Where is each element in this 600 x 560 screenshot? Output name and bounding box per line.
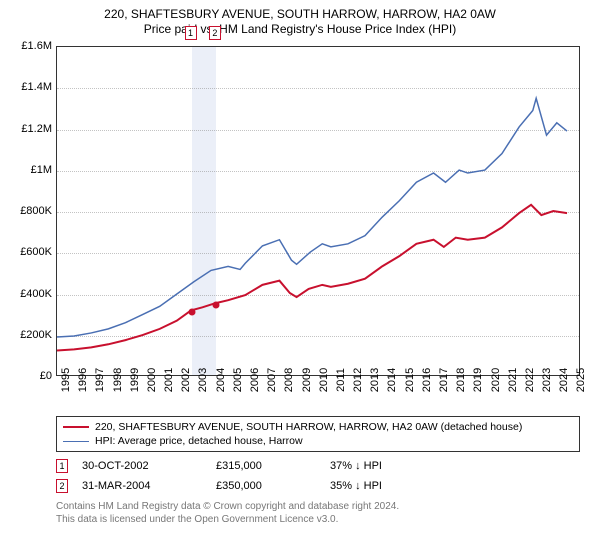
ytick-label: £200K: [10, 329, 52, 341]
legend-swatch: [63, 426, 89, 428]
footer-line1: Contains HM Land Registry data © Crown c…: [56, 500, 590, 513]
xtick-label: 1997: [94, 368, 106, 392]
legend-item: HPI: Average price, detached house, Harr…: [63, 434, 573, 448]
transaction-marker: 2: [56, 479, 68, 493]
xtick-label: 2010: [318, 368, 330, 392]
xtick-label: 2015: [404, 368, 416, 392]
ytick-label: £400K: [10, 288, 52, 300]
series-hpi: [57, 98, 567, 337]
xtick-label: 2018: [455, 368, 467, 392]
marker-box: 2: [209, 26, 221, 40]
xtick-label: 1999: [129, 368, 141, 392]
xtick-label: 1996: [77, 368, 89, 392]
title-line1: 220, SHAFTESBURY AVENUE, SOUTH HARROW, H…: [10, 6, 590, 22]
xtick-label: 2009: [301, 368, 313, 392]
xtick-label: 2007: [266, 368, 278, 392]
title-line2: Price paid vs. HM Land Registry's House …: [10, 22, 590, 36]
transaction-price: £315,000: [216, 460, 316, 472]
marker-dot: [188, 309, 195, 316]
xtick-label: 2008: [283, 368, 295, 392]
chart-container: 220, SHAFTESBURY AVENUE, SOUTH HARROW, H…: [0, 0, 600, 560]
xtick-label: 2024: [558, 368, 570, 392]
xtick-label: 2002: [180, 368, 192, 392]
transaction-delta: 37% ↓ HPI: [330, 460, 430, 472]
xtick-label: 2020: [490, 368, 502, 392]
xtick-label: 2022: [524, 368, 536, 392]
footer: Contains HM Land Registry data © Crown c…: [56, 500, 590, 526]
footer-line2: This data is licensed under the Open Gov…: [56, 513, 590, 526]
transaction-date: 31-MAR-2004: [82, 480, 202, 492]
xtick-label: 2017: [438, 368, 450, 392]
series-property: [57, 205, 567, 351]
xtick-label: 2003: [197, 368, 209, 392]
xtick-label: 2013: [369, 368, 381, 392]
xtick-label: 2012: [352, 368, 364, 392]
transaction-marker: 1: [56, 459, 68, 473]
xtick-label: 2000: [146, 368, 158, 392]
transaction-delta: 35% ↓ HPI: [330, 480, 430, 492]
xtick-label: 2025: [575, 368, 587, 392]
marker-dot: [212, 302, 219, 309]
legend: 220, SHAFTESBURY AVENUE, SOUTH HARROW, H…: [56, 416, 580, 452]
xtick-label: 1998: [112, 368, 124, 392]
legend-item: 220, SHAFTESBURY AVENUE, SOUTH HARROW, H…: [63, 420, 573, 434]
ytick-label: £1M: [10, 164, 52, 176]
ytick-label: £800K: [10, 205, 52, 217]
transactions-table: 1 30-OCT-2002 £315,000 37% ↓ HPI 2 31-MAR-200…: [56, 456, 580, 496]
xtick-label: 2021: [507, 368, 519, 392]
legend-label: HPI: Average price, detached house, Harr…: [95, 435, 303, 447]
transaction-row: 1 30-OCT-2002 £315,000 37% ↓ HPI: [56, 456, 580, 476]
line-series: [57, 47, 579, 375]
marker-box: 1: [185, 26, 197, 40]
transaction-price: £350,000: [216, 480, 316, 492]
xtick-label: 2019: [472, 368, 484, 392]
xtick-label: 2016: [421, 368, 433, 392]
plot-area: [56, 46, 580, 376]
xtick-label: 2001: [163, 368, 175, 392]
xtick-label: 2023: [541, 368, 553, 392]
transaction-row: 2 31-MAR-2004 £350,000 35% ↓ HPI: [56, 476, 580, 496]
ytick-label: £1.4M: [10, 81, 52, 93]
xtick-label: 2004: [215, 368, 227, 392]
xtick-label: 1995: [60, 368, 72, 392]
xtick-label: 2014: [386, 368, 398, 392]
legend-label: 220, SHAFTESBURY AVENUE, SOUTH HARROW, H…: [95, 421, 522, 433]
legend-swatch: [63, 441, 89, 442]
ytick-label: £1.2M: [10, 123, 52, 135]
chart: £0 £200K £400K £600K £800K £1M £1.2M £1.4M £1.6M…: [10, 42, 590, 412]
transaction-date: 30-OCT-2002: [82, 460, 202, 472]
ytick-label: £0: [10, 370, 52, 382]
xtick-label: 2011: [335, 368, 347, 392]
ytick-label: £600K: [10, 246, 52, 258]
xtick-label: 2005: [232, 368, 244, 392]
xtick-label: 2006: [249, 368, 261, 392]
ytick-label: £1.6M: [10, 40, 52, 52]
